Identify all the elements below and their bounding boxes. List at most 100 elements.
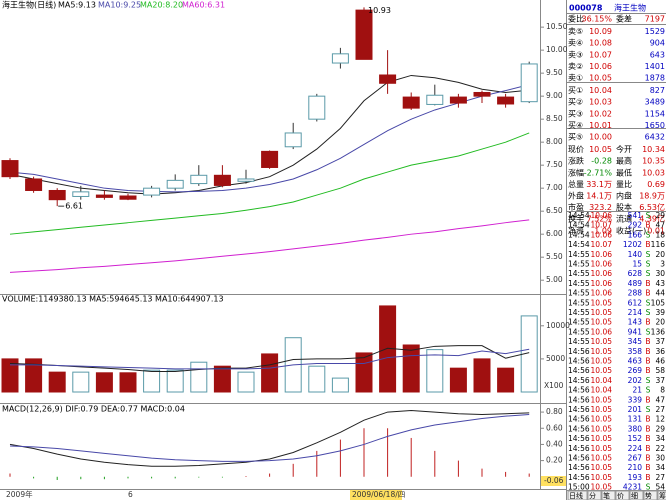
candle-body: [48, 189, 66, 201]
tab-label[interactable]: 笔: [603, 491, 610, 500]
trade-volume: 345: [628, 337, 643, 346]
quote-label: 买④: [568, 121, 583, 130]
volume-bar: [355, 352, 373, 393]
quote-label: 股本: [616, 202, 632, 212]
trade-count: 105: [651, 298, 666, 307]
trade-time: 14:54: [568, 211, 590, 220]
trade-side: B: [645, 366, 650, 375]
candle-body: [308, 95, 326, 120]
trade-time: 14:56: [568, 434, 590, 443]
trade-price: 10.05: [591, 454, 613, 463]
trade-side: B: [645, 337, 650, 346]
quote-value: 10.35: [642, 157, 665, 166]
trade-volume: 193: [628, 473, 643, 482]
volume-bar: [473, 358, 491, 393]
trade-price: 10.06: [591, 260, 613, 269]
volume-bar: [331, 377, 349, 393]
cursor-bg: [350, 490, 402, 500]
trade-time: 14:56: [568, 366, 590, 375]
candle-body: [237, 178, 255, 182]
y-tick-label: 9.50: [546, 68, 563, 77]
volume-bar: [25, 358, 43, 393]
trade-count: 46: [655, 357, 665, 366]
volume-ma-line: [10, 348, 530, 370]
trade-side: B: [645, 279, 650, 288]
trade-time: 14:55: [568, 289, 590, 298]
y-tick-label: 8.50: [546, 114, 563, 123]
dif-line: [9, 409, 530, 467]
candle-body: [213, 174, 231, 186]
y-tick-label: 9.00: [546, 91, 563, 100]
trade-volume: 140: [628, 250, 643, 259]
y-tick-label: 5000: [546, 354, 565, 363]
y-tick-label: 5.50: [546, 252, 563, 261]
quote-value: 10.05: [589, 74, 612, 83]
trade-volume: 628: [628, 269, 643, 278]
quote-value: 10.07: [589, 50, 612, 59]
trade-price: 10.05: [591, 298, 613, 307]
quote-label: 买③: [568, 109, 583, 118]
trade-side: S: [646, 250, 651, 259]
tab-label[interactable]: 筹: [659, 491, 666, 500]
trade-count: 8: [660, 386, 665, 395]
y-tick-label: 0.20: [546, 456, 563, 465]
quote-value: 323.2: [589, 203, 612, 212]
trade-volume: 541: [628, 211, 643, 220]
quote-label: 卖①: [568, 74, 583, 83]
trade-volume: 380: [628, 424, 643, 433]
trade-time: 14:56: [568, 347, 590, 356]
tab[interactable]: [601, 490, 616, 500]
trade-time: 14:54: [568, 230, 590, 239]
candle-body: [284, 132, 302, 148]
trade-side: B: [645, 221, 650, 230]
trade-price: 10.05: [591, 415, 613, 424]
tab-label[interactable]: 细: [631, 491, 638, 500]
tab-label[interactable]: 价: [617, 492, 624, 500]
trade-volume: 288: [628, 289, 643, 298]
tab-label[interactable]: 分: [589, 491, 596, 500]
quote-value: 1529: [645, 27, 665, 36]
trade-time: 14:55: [568, 250, 590, 259]
ma5-label: MA5:9.13: [58, 1, 96, 10]
candle-body: [143, 187, 161, 196]
tab[interactable]: [643, 490, 658, 500]
trade-count: 27: [655, 405, 665, 414]
trade-volume: 210: [628, 463, 643, 472]
tab[interactable]: [567, 490, 588, 500]
trade-side: B: [645, 318, 650, 327]
quote-value: 10.09: [589, 27, 612, 36]
trade-volume: 201: [628, 405, 643, 414]
quote-value: 643: [650, 50, 665, 59]
tab[interactable]: [615, 490, 630, 500]
trade-price: 10.05: [591, 366, 613, 375]
trade-time: 14:56: [568, 473, 590, 482]
trade-time: 14:56: [568, 386, 590, 395]
trade-count: 136: [651, 327, 666, 336]
tab-label[interactable]: 势: [645, 491, 652, 500]
quote-label: 委差: [616, 14, 632, 24]
tab-label[interactable]: 日线: [569, 491, 583, 500]
trade-volume: 292: [628, 221, 643, 230]
trade-count: 37: [655, 376, 665, 385]
quote-value: 18.9万: [639, 192, 665, 201]
quote-label: 流通: [616, 214, 632, 224]
trade-time: 14:55: [568, 298, 590, 307]
tab[interactable]: [657, 490, 666, 500]
x-year: 2009年: [6, 489, 33, 499]
trade-volume: 166: [628, 230, 643, 239]
tab[interactable]: [629, 490, 644, 500]
trade-side: B: [645, 289, 650, 298]
trade-count: 3: [660, 260, 665, 269]
y-tick-label: 10000: [546, 321, 570, 330]
tab[interactable]: [587, 490, 602, 500]
y-tick-label: 6.00: [546, 229, 563, 238]
quote-value: 10.02: [589, 109, 612, 118]
quote-label: 外盘: [568, 191, 584, 201]
quote-label: 涨幅: [568, 167, 584, 177]
trade-side: B: [645, 415, 650, 424]
trade-price: 10.06: [591, 289, 613, 298]
volume-bar: [520, 315, 538, 393]
y-tick-label: 5.00: [546, 275, 563, 284]
trade-volume: 612: [628, 298, 643, 307]
candle-body: [379, 74, 397, 84]
